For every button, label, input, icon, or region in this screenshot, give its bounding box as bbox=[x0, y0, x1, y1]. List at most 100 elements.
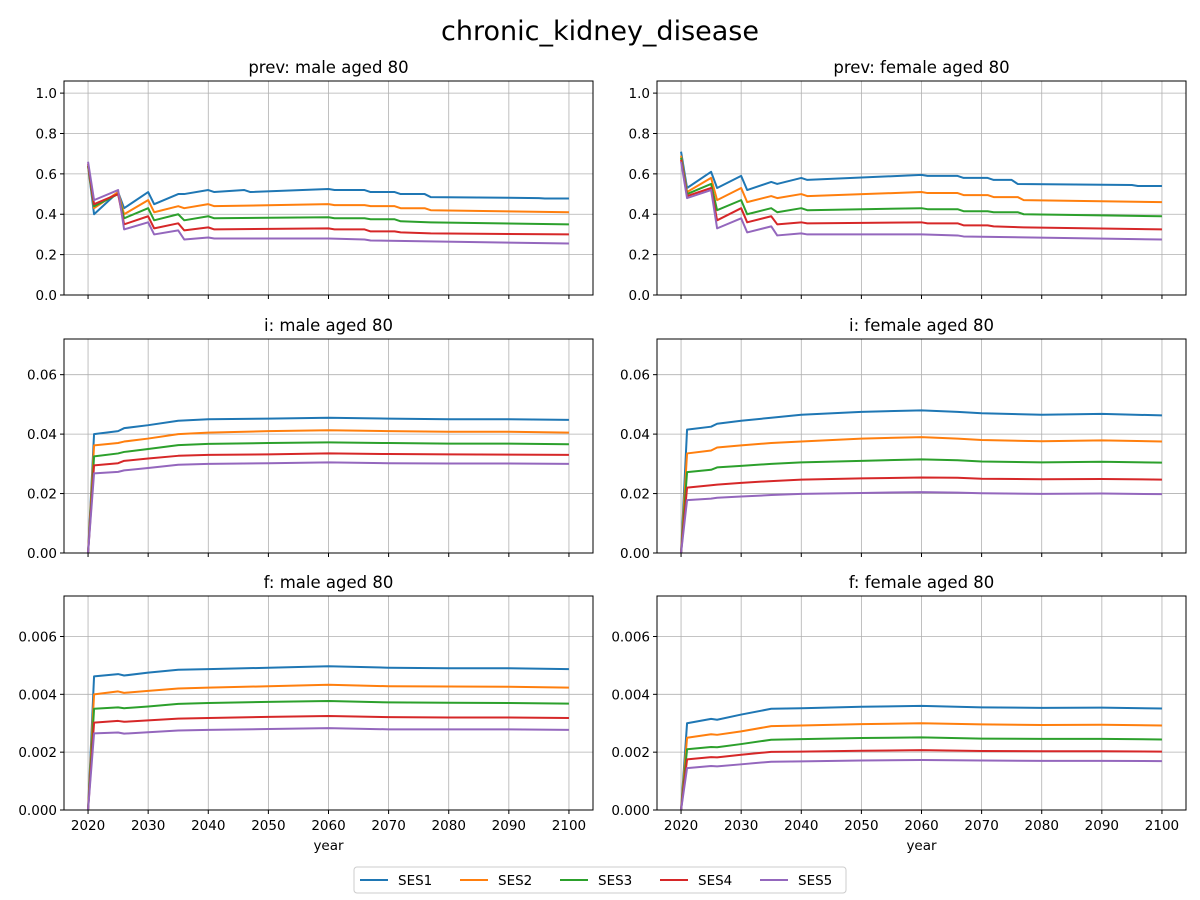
y-tick-label: 0.002 bbox=[611, 745, 650, 761]
series-line-ses4 bbox=[87, 452, 569, 554]
y-tick-label: 0.02 bbox=[620, 487, 650, 503]
y-tick-label: 0.8 bbox=[629, 126, 650, 142]
series-line-ses4 bbox=[680, 749, 1162, 811]
series-lines bbox=[680, 151, 1162, 241]
y-tick-label: 0.8 bbox=[36, 126, 57, 142]
series-line-ses3 bbox=[87, 441, 569, 554]
series-line-ses3 bbox=[680, 736, 1162, 811]
series-line-ses2 bbox=[87, 683, 569, 811]
subplot-4: i: female aged 80 0.00 0.02 0.04 0.06 bbox=[620, 316, 1187, 562]
y-tick-label: 0.06 bbox=[27, 368, 57, 384]
series-line-ses5 bbox=[87, 161, 569, 245]
legend-label: SES2 bbox=[498, 873, 532, 889]
subplot-2: prev: female aged 80 0.0 0.2 0.4 0.6 0.8 1.0 bbox=[629, 58, 1187, 304]
subplot-6: f: female aged 80 0.000 0.002 0.004 0.006 202… bbox=[611, 573, 1187, 854]
series-lines bbox=[680, 704, 1162, 811]
x-tick-label: 2040 bbox=[191, 818, 225, 834]
series-line-ses5 bbox=[680, 491, 1162, 554]
subplot-title: f: female aged 80 bbox=[849, 573, 995, 592]
x-tick-label: 2020 bbox=[71, 818, 105, 834]
y-tick-label: 0.4 bbox=[36, 207, 57, 223]
y-tick-label: 0.004 bbox=[611, 687, 650, 703]
subplot-title: f: male aged 80 bbox=[264, 573, 394, 592]
subplot-grid: prev: male aged 800.00.20.40.60.81.0prev… bbox=[18, 58, 1187, 854]
series-line-ses2 bbox=[87, 429, 569, 554]
y-tick-label: 0.02 bbox=[27, 487, 57, 503]
subplot-5: f: male aged 80 0.000 0.002 0.004 0.006 2020 2… bbox=[18, 573, 594, 854]
legend-label: SES4 bbox=[698, 873, 732, 889]
y-tick-label: 0.6 bbox=[36, 167, 57, 183]
x-tick-label: 2030 bbox=[131, 818, 165, 834]
series-line-ses4 bbox=[680, 476, 1162, 554]
y-tick-label: 0.000 bbox=[18, 803, 57, 819]
subplot-3: i: male aged 80 0.00 0.02 0.04 0.06 bbox=[27, 316, 594, 562]
y-tick-label: 0.04 bbox=[27, 427, 57, 443]
x-tick-label: 2090 bbox=[1085, 818, 1119, 834]
y-tick-label: 0.4 bbox=[629, 207, 650, 223]
legend-label: SES5 bbox=[798, 873, 832, 889]
y-tick-label: 0.0 bbox=[629, 288, 650, 304]
legend: SES1 SES2 SES3 SES4 SES5 bbox=[353, 866, 847, 894]
y-tick-label: 0.00 bbox=[620, 546, 650, 562]
x-tick-label: 2060 bbox=[904, 818, 938, 834]
grid bbox=[64, 339, 593, 554]
x-tick-label: 2090 bbox=[492, 818, 526, 834]
y-tick-label: 0.00 bbox=[27, 546, 57, 562]
y-tick-label: 0.0 bbox=[36, 288, 57, 304]
figure-title: chronic_kidney_disease bbox=[441, 16, 759, 47]
series-lines bbox=[680, 409, 1162, 554]
x-tick-label: 2070 bbox=[964, 818, 998, 834]
series-line-ses5 bbox=[87, 461, 569, 554]
series-line-ses2 bbox=[680, 155, 1162, 204]
subplot-title: i: female aged 80 bbox=[849, 316, 994, 335]
series-line-ses5 bbox=[87, 727, 569, 811]
x-tick-label: 2040 bbox=[784, 818, 818, 834]
subplot-title: prev: female aged 80 bbox=[833, 58, 1009, 77]
series-lines bbox=[87, 161, 569, 245]
x-tick-label: 2060 bbox=[311, 818, 345, 834]
grid bbox=[657, 596, 1186, 811]
series-line-ses2 bbox=[680, 722, 1162, 811]
x-tick-label: 2050 bbox=[251, 818, 285, 834]
series-line-ses3 bbox=[680, 458, 1162, 554]
series-lines bbox=[87, 416, 569, 554]
series-line-ses5 bbox=[680, 161, 1162, 241]
series-line-ses3 bbox=[87, 699, 569, 811]
x-tick-label: 2080 bbox=[1025, 818, 1059, 834]
series-line-ses1 bbox=[680, 409, 1162, 554]
series-line-ses4 bbox=[87, 715, 569, 811]
series-line-ses1 bbox=[87, 165, 569, 216]
y-tick-label: 0.6 bbox=[629, 167, 650, 183]
legend-label: SES3 bbox=[598, 873, 632, 889]
x-axis-label: year bbox=[313, 838, 344, 854]
series-line-ses5 bbox=[680, 758, 1162, 811]
series-line-ses1 bbox=[87, 665, 569, 811]
y-tick-label: 0.04 bbox=[620, 427, 650, 443]
x-axis-label: year bbox=[906, 838, 937, 854]
x-tick-label: 2070 bbox=[371, 818, 405, 834]
x-tick-label: 2030 bbox=[724, 818, 758, 834]
series-line-ses2 bbox=[680, 436, 1162, 554]
y-tick-label: 0.006 bbox=[611, 629, 650, 645]
y-tick-label: 0.06 bbox=[620, 368, 650, 384]
x-tick-label: 2080 bbox=[432, 818, 466, 834]
subplot-1: prev: male aged 80 0.0 0.2 0.4 0.6 0.8 1.0 bbox=[36, 58, 594, 304]
y-tick-label: 0.002 bbox=[18, 745, 57, 761]
subplot-title: i: male aged 80 bbox=[264, 316, 393, 335]
series-line-ses4 bbox=[680, 159, 1162, 231]
subplot-title: prev: male aged 80 bbox=[248, 58, 408, 77]
legend-label: SES1 bbox=[398, 873, 432, 889]
series-line-ses1 bbox=[87, 416, 569, 554]
y-tick-label: 0.004 bbox=[18, 687, 57, 703]
series-line-ses1 bbox=[680, 151, 1162, 192]
y-tick-label: 0.2 bbox=[629, 248, 650, 264]
grid bbox=[657, 81, 1186, 296]
series-line-ses1 bbox=[680, 704, 1162, 811]
legend-box bbox=[353, 866, 847, 894]
series-lines bbox=[87, 665, 569, 811]
y-tick-label: 1.0 bbox=[629, 86, 650, 102]
grid bbox=[64, 81, 593, 296]
y-tick-label: 0.006 bbox=[18, 629, 57, 645]
x-tick-label: 2020 bbox=[664, 818, 698, 834]
